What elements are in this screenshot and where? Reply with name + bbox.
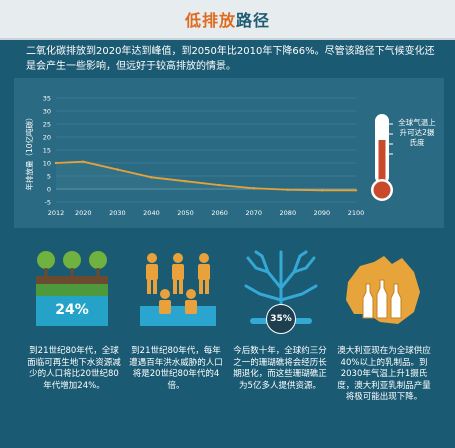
emissions-line — [55, 160, 356, 192]
title-part1: 低排放 — [184, 11, 236, 30]
title-part2: 路径 — [236, 11, 271, 30]
y-tick-label: 15 — [43, 147, 51, 155]
y-tick-label: -5 — [45, 199, 51, 207]
y-tick-label: 30 — [43, 108, 51, 116]
data-point — [320, 189, 324, 192]
flood-water — [140, 306, 216, 326]
milk-bottles — [362, 279, 402, 319]
x-tick-label: 2100 — [348, 209, 365, 217]
flood-people-icon — [140, 253, 216, 326]
title-bar — [0, 0, 455, 40]
page-title: 低排放 路径 — [0, 0, 455, 38]
people-group — [146, 253, 210, 314]
data-point — [150, 176, 153, 179]
data-point — [286, 188, 290, 191]
thermometer-mercury — [378, 140, 386, 186]
fact-coral: 今后数十年，全球约三分之一的珊瑚礁将会经历长期退化，而这些珊瑚礁正为5亿多人提供… — [233, 346, 327, 391]
x-tick-label: 2030 — [109, 209, 126, 217]
x-tick-labels: 2012 2020 2030 2040 2050 2060 2070 2080 2090 2100 — [48, 209, 365, 217]
water-layer — [36, 296, 108, 326]
y-tick-labels: -5 0 5 10 15 20 25 30 35 — [43, 95, 51, 207]
intro-text: 二氧化碳排放到2020年达到峰值，到2050年比2010年下降66%。尽管该路径… — [26, 46, 435, 72]
data-point — [184, 180, 187, 183]
emissions-area — [56, 161, 356, 191]
groundwater-badge: 24% — [55, 302, 89, 318]
fact-groundwater: 到21世纪80年代，全球面临可再生地下水资源减少的人口将比20世纪80年代增加2… — [27, 346, 121, 391]
x-tick-label: 2020 — [75, 209, 92, 217]
y-tick-label: 20 — [43, 134, 51, 142]
fact-dairy: 澳大利亚现在为全球供应40%以上的乳制品。到2030年气温上升1摄氏度，澳大利亚… — [337, 346, 431, 402]
thermometer-note: 全球气温上升可达2摄氏度 — [398, 118, 436, 147]
data-point — [252, 187, 255, 190]
grass-layer — [36, 284, 108, 296]
y-tick-label: 10 — [43, 160, 51, 168]
coral-badge: 35% — [266, 304, 296, 334]
y-tick-label: 35 — [43, 95, 51, 103]
x-tick-label: 2070 — [245, 209, 262, 217]
soil-layer — [36, 276, 108, 284]
data-point — [218, 183, 221, 187]
groundwater-trees-icon — [36, 251, 108, 326]
y-tick-label: 0 — [47, 186, 51, 194]
coral-reef-icon — [244, 250, 318, 324]
x-tick-label: 2090 — [314, 209, 331, 217]
x-tick-label: 2080 — [280, 209, 297, 217]
data-points — [54, 160, 358, 192]
x-tick-label: 2012 — [48, 209, 65, 217]
thermometer-bulb — [373, 181, 391, 199]
y-axis-label: 年排放量（10亿吨碳） — [24, 113, 34, 190]
x-tick-label: 2040 — [143, 209, 160, 217]
chart-grid — [56, 97, 356, 203]
y-tick-label: 5 — [47, 173, 51, 181]
chart-panel — [14, 78, 444, 228]
data-point — [354, 189, 358, 192]
data-point — [116, 168, 119, 171]
y-tick-label: 25 — [43, 121, 51, 129]
x-tick-label: 2060 — [211, 209, 228, 217]
x-tick-label: 2050 — [177, 209, 194, 217]
data-point — [54, 161, 58, 165]
thermometer-icon — [371, 114, 393, 201]
fact-flood: 到21世纪80年代，每年遭遇百年洪水威胁的人口将是20世纪80年代的4倍。 — [129, 346, 223, 391]
data-point — [82, 160, 85, 163]
australia-dairy-icon — [346, 256, 420, 324]
emissions-chart: -5 0 5 10 15 20 25 30 35 2012 2020 2030 2040 2050 206… — [24, 95, 365, 218]
